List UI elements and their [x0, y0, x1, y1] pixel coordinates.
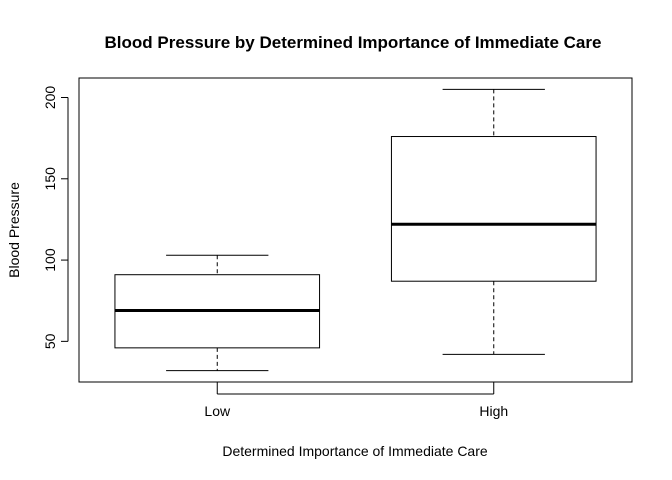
y-tick-label-200: 200: [42, 86, 58, 110]
y-axis-label: Blood Pressure: [6, 182, 22, 278]
x-tick-label-low: Low: [204, 403, 231, 419]
chart-title: Blood Pressure by Determined Importance …: [105, 33, 602, 52]
x-axis: Low High: [204, 382, 508, 419]
box-high: [390, 88, 597, 355]
y-tick-label-100: 100: [42, 248, 58, 272]
boxes: [114, 88, 597, 372]
iqr-box-high: [390, 136, 597, 282]
y-tick-label-150: 150: [42, 167, 58, 191]
y-tick-label-50: 50: [42, 333, 58, 349]
box-low: [114, 254, 321, 372]
x-tick-label-high: High: [479, 403, 508, 419]
plot-frame: [78, 77, 633, 383]
x-axis-label: Determined Importance of Immediate Care: [222, 443, 488, 459]
y-axis: 50 100 150 200: [42, 86, 69, 349]
